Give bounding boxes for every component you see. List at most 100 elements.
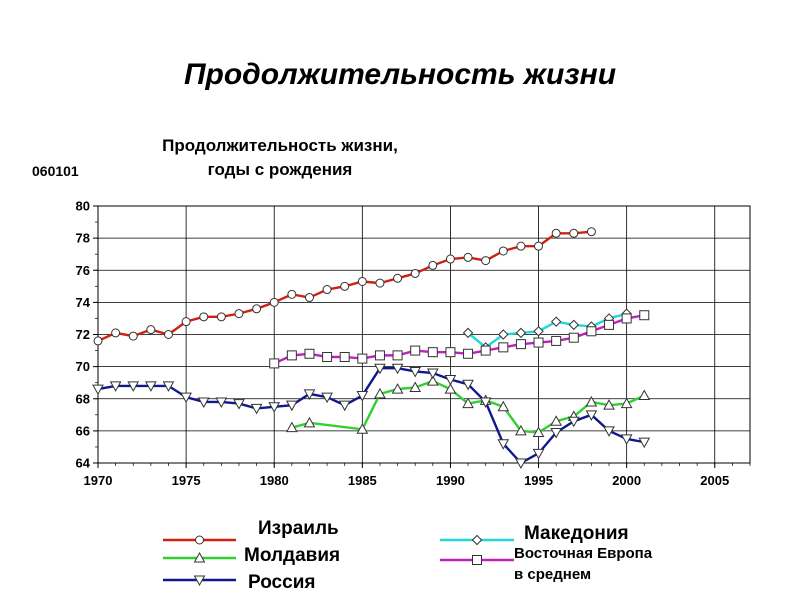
data-point <box>322 351 333 362</box>
chart-title-line-1: Продолжительность жизни, <box>162 136 398 155</box>
legend-swatch-marker <box>193 551 206 563</box>
data-point <box>199 312 209 322</box>
chart-title: Продолжительность жизни, годы с рождения <box>120 134 440 182</box>
series-line <box>97 367 645 465</box>
data-point <box>568 319 579 331</box>
data-point <box>410 268 420 278</box>
data-point <box>550 427 563 439</box>
data-point <box>145 381 157 392</box>
data-point <box>497 439 510 450</box>
data-point <box>285 421 298 433</box>
data-point <box>427 347 438 358</box>
data-point <box>250 403 263 415</box>
data-point <box>445 347 456 358</box>
data-point <box>322 285 332 295</box>
y-tick-label: 80 <box>76 199 90 214</box>
data-point <box>340 281 350 291</box>
data-point <box>92 384 104 396</box>
legend-swatch-marker <box>471 534 483 546</box>
data-point <box>532 448 545 460</box>
data-point <box>374 387 386 399</box>
y-tick-label: 72 <box>76 327 90 342</box>
data-point <box>374 350 385 361</box>
y-tick-label: 76 <box>76 263 90 278</box>
chart-axes: 64 66 68 70 72 74 76 78 80 1970 1975 1980 1985 1990 19… <box>76 199 751 488</box>
data-point <box>304 348 315 359</box>
data-point <box>303 389 316 400</box>
x-tick-label: 1990 <box>436 473 465 488</box>
data-point <box>338 400 351 412</box>
data-point <box>463 252 473 262</box>
data-point <box>162 381 175 392</box>
data-point <box>498 342 509 353</box>
x-tick-label: 1980 <box>260 473 289 488</box>
y-tick-label: 68 <box>76 391 90 406</box>
series-0 <box>93 227 596 346</box>
data-point <box>603 399 615 410</box>
data-point <box>339 351 350 362</box>
legend-swatch-marker <box>193 575 206 587</box>
data-point <box>516 241 526 251</box>
data-point <box>462 327 474 339</box>
x-tick-label: 1985 <box>348 473 377 488</box>
data-point <box>391 383 404 394</box>
data-point <box>127 381 140 392</box>
data-point <box>234 309 244 319</box>
data-point <box>374 363 386 375</box>
data-point <box>550 316 562 327</box>
data-point <box>409 381 422 393</box>
data-point <box>269 297 279 307</box>
data-point <box>463 348 474 359</box>
data-point <box>586 326 597 337</box>
x-tick-label: 1970 <box>84 473 113 488</box>
data-point <box>515 424 527 436</box>
data-point <box>285 400 298 412</box>
data-point <box>480 345 491 356</box>
data-point <box>356 391 369 402</box>
data-point <box>585 395 598 407</box>
data-point <box>534 241 544 251</box>
data-point <box>269 358 280 369</box>
data-point <box>93 336 103 346</box>
data-point <box>515 458 527 470</box>
data-point <box>620 397 633 409</box>
data-point <box>639 310 650 321</box>
data-point <box>393 273 403 283</box>
data-point <box>551 335 562 346</box>
data-point <box>181 317 191 327</box>
data-point <box>569 228 579 238</box>
legend-swatch-marker <box>472 555 482 565</box>
data-point <box>356 423 369 434</box>
data-point <box>303 416 316 428</box>
data-point <box>391 363 404 375</box>
data-point <box>532 426 545 437</box>
data-point <box>586 227 596 237</box>
data-point <box>444 374 457 386</box>
data-point <box>146 325 156 335</box>
slide-title: Продолжительность жизни <box>183 58 617 91</box>
chart-grid <box>97 205 751 464</box>
y-tick-label: 64 <box>76 456 91 471</box>
data-point <box>515 339 526 350</box>
data-point <box>426 368 439 380</box>
data-point <box>128 331 138 341</box>
y-tick-label: 70 <box>76 359 90 374</box>
data-point <box>392 350 403 361</box>
series-3 <box>269 310 650 369</box>
data-point <box>567 416 580 428</box>
data-point <box>375 278 385 288</box>
data-point <box>109 381 122 392</box>
x-tick-label: 1975 <box>172 473 201 488</box>
data-point <box>215 397 228 408</box>
data-point <box>515 327 527 339</box>
data-point <box>357 353 368 364</box>
data-point <box>444 383 457 394</box>
data-point <box>304 293 314 303</box>
data-point <box>180 392 192 404</box>
data-point <box>409 366 422 378</box>
legend-label-russia: Россия <box>248 572 316 593</box>
chart-legend <box>163 534 514 587</box>
data-point <box>462 397 474 409</box>
x-tick-label: 2000 <box>612 473 641 488</box>
